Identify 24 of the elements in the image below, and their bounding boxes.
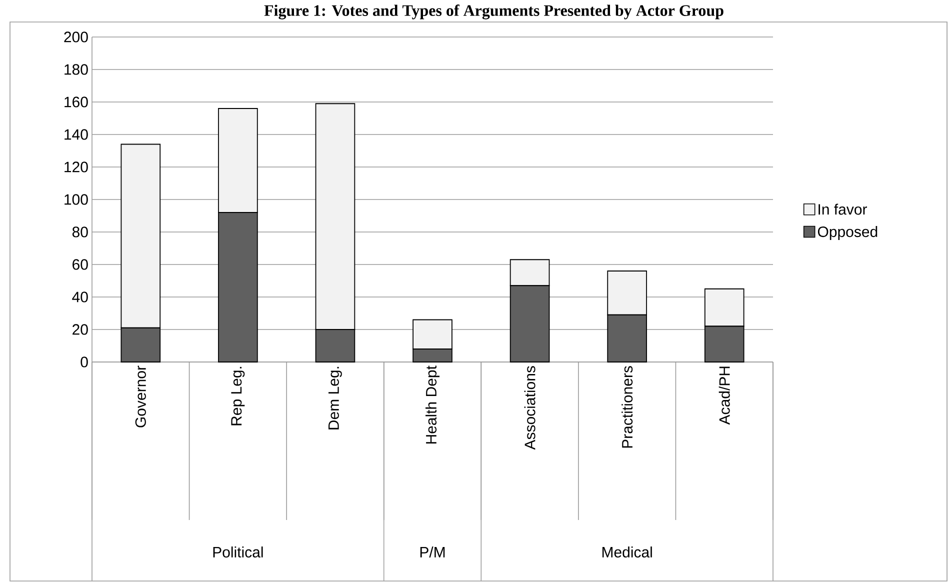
y-tick-label: 200	[64, 32, 88, 42]
y-tick-label: 180	[64, 64, 88, 75]
x-tick-label: Acad/PH	[718, 366, 730, 425]
x-tick-label: Governor	[135, 366, 146, 428]
y-tick-label: 100	[64, 194, 88, 205]
y-tick-label: 20	[72, 324, 88, 335]
x-tick-label: Rep Leg.	[231, 366, 245, 426]
x-tick-label: Practitioners	[622, 366, 633, 448]
legend-label: Opposed	[818, 226, 878, 240]
legend-label: In favor	[818, 204, 867, 215]
x-tick-label: Health Dept	[426, 366, 440, 444]
y-tick-label: 40	[72, 292, 88, 302]
text: P/M	[420, 546, 445, 558]
y-tick-label: 60	[72, 259, 88, 270]
text: Medical	[602, 546, 652, 558]
y-tick-label: 160	[64, 96, 88, 108]
y-tick-label: 80	[72, 226, 88, 238]
text: Political	[213, 546, 263, 558]
x-tick-label: Dem Leg.	[328, 366, 342, 430]
y-tick-label: 120	[64, 162, 88, 172]
x-tick-label: Associations	[524, 366, 536, 450]
y-tick-label: 0	[80, 356, 88, 368]
chart-title: Figure 1: Votes and Types of Arguments Presented by Actor Group	[264, 4, 724, 20]
y-tick-label: 140	[64, 129, 88, 140]
